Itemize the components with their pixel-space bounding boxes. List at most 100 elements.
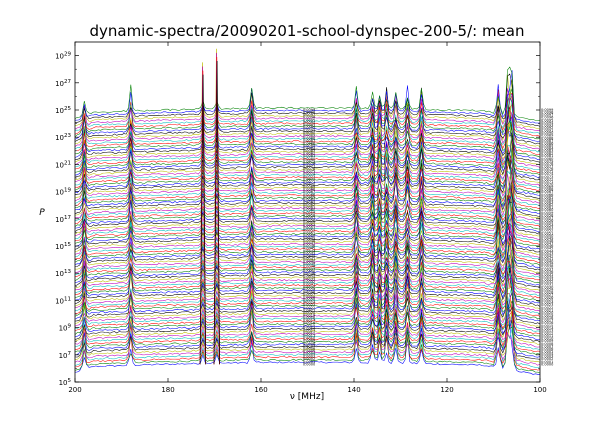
trace-label: 0:0053 [303,226,315,230]
series-line [74,74,541,130]
trace-label: 0:0073 [303,175,315,179]
trace-label: 0:0057 [303,216,315,220]
trace-label: 0:0062 [541,203,553,207]
trace-label: 0:0088 [303,136,315,140]
trace-label: 0:0011 [303,334,315,338]
series-line [74,291,541,340]
trace-label: 0:0013 [303,329,315,333]
trace-label-layer: 0:00000:00000:00010:00010:00020:00020:00… [303,108,554,366]
trace-label: 0:0060 [303,208,315,212]
trace-label: 0:0016 [303,321,315,325]
trace-label: 0:0030 [303,285,315,289]
series-line [74,243,541,294]
series-line [74,101,541,153]
series-line [74,70,540,124]
trace-label: 0:0044 [541,249,554,253]
series-line [74,66,541,121]
trace-label: 0:0097 [541,113,553,117]
trace-label: 0:0021 [541,308,553,312]
trace-label: 0:0050 [541,234,553,238]
series-line [74,254,541,302]
trace-label: 0:0080 [541,157,553,161]
trace-label: 0:0049 [303,236,315,240]
trace-label: 0:0034 [541,275,554,279]
series-line [74,284,541,337]
trace-label: 0:0087 [541,139,553,143]
trace-label: 0:0082 [541,152,553,156]
trace-label: 0:0019 [541,314,553,318]
trace-label: 0:0069 [303,185,315,189]
trace-label: 0:0059 [303,211,315,215]
series-line [74,226,541,276]
series-line [74,254,541,307]
trace-label: 0:0064 [303,198,316,202]
trace-label: 0:0062 [303,203,315,207]
trace-label: 0:0090 [541,131,553,135]
y-tick-label: 1011 [55,296,71,305]
trace-label: 0:0079 [303,159,315,163]
series-line [74,184,541,225]
series-line [74,261,541,315]
trace-label: 0:0089 [541,134,553,138]
series-line [74,158,541,209]
trace-label: 0:0068 [541,188,553,192]
y-tick-label: 1015 [55,242,71,251]
series-line [74,273,541,312]
trace-label: 0:0066 [303,193,315,197]
trace-label: 0:0000 [303,362,315,366]
x-tick-label: 100 [533,386,546,394]
trace-label: 0:0077 [303,165,315,169]
series-line [74,262,541,321]
trace-label: 0:0036 [303,270,315,274]
trace-label: 0:0047 [303,242,315,246]
trace-label: 0:0045 [541,247,553,251]
trace-label: 0:0083 [303,149,315,153]
trace-label: 0:0023 [303,303,315,307]
axes-frame [74,41,541,383]
trace-label: 0:0018 [541,316,553,320]
trace-label: 0:0033 [541,278,553,282]
trace-label: 0:0025 [303,298,315,302]
trace-label: 0:0097 [303,113,315,117]
trace-label: 0:0087 [303,139,315,143]
trace-label: 0:0035 [303,272,315,276]
series-line [74,231,540,281]
trace-label: 0:0070 [303,183,315,187]
series-line [74,193,541,233]
series-line [74,156,541,214]
series-line [74,114,541,170]
trace-label: 0:0083 [541,149,553,153]
trace-label: 0:0091 [541,129,553,133]
trace-label: 0:0067 [541,190,553,194]
series-line [74,107,541,150]
trace-label: 0:0095 [303,118,315,122]
trace-label: 0:0050 [303,234,315,238]
trace-label: 0:0081 [303,154,315,158]
series-line [74,97,541,145]
trace-label: 0:0038 [541,265,553,269]
trace-label: 0:0037 [541,267,553,271]
trace-label: 0:0086 [541,141,553,145]
trace-label: 0:0037 [303,267,315,271]
series-line [74,180,541,240]
trace-label: 0:0040 [303,260,315,264]
trace-label: 0:0044 [303,249,316,253]
trace-label: 0:0098 [541,111,553,115]
trace-label: 0:0085 [541,144,553,148]
trace-label: 0:0029 [303,288,315,292]
trace-label: 0:0061 [541,206,553,210]
trace-label: 0:0071 [303,180,315,184]
series-line [74,300,541,358]
trace-label: 0:0012 [541,332,553,336]
trace-label: 0:0065 [541,195,553,199]
series-line [74,237,541,284]
series-line [74,294,541,342]
y-tick-label: 1029 [55,52,71,61]
series-line [74,190,541,237]
trace-label: 0:0058 [303,213,315,217]
x-axis: 200 180 160 140 120 100 [68,42,547,394]
trace-label: 0:0009 [303,339,315,343]
trace-label: 0:0004 [541,352,554,356]
trace-label: 0:0080 [303,157,315,161]
trace-label: 0:0067 [303,190,315,194]
